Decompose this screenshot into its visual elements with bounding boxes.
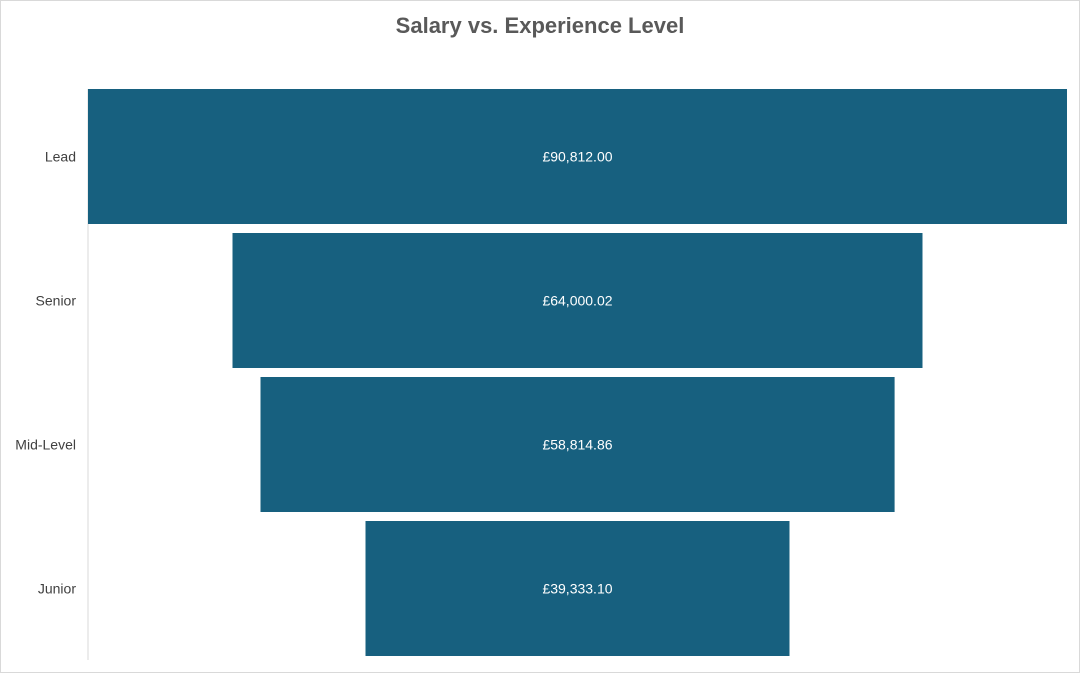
funnel-bar-senior — [232, 233, 923, 368]
chart-title: Salary vs. Experience Level — [395, 13, 685, 38]
funnel-bar-junior — [365, 521, 790, 656]
funnel-bar-mid-level — [260, 377, 895, 512]
category-label: Junior — [38, 581, 76, 597]
data-label: £64,000.02 — [542, 293, 612, 309]
category-label: Mid-Level — [15, 437, 76, 453]
funnel-bar-lead — [88, 89, 1067, 224]
data-label: £58,814.86 — [542, 437, 612, 453]
data-label: £39,333.10 — [542, 581, 612, 597]
category-label: Senior — [36, 293, 77, 309]
data-label: £90,812.00 — [542, 149, 612, 165]
category-label: Lead — [45, 149, 76, 165]
